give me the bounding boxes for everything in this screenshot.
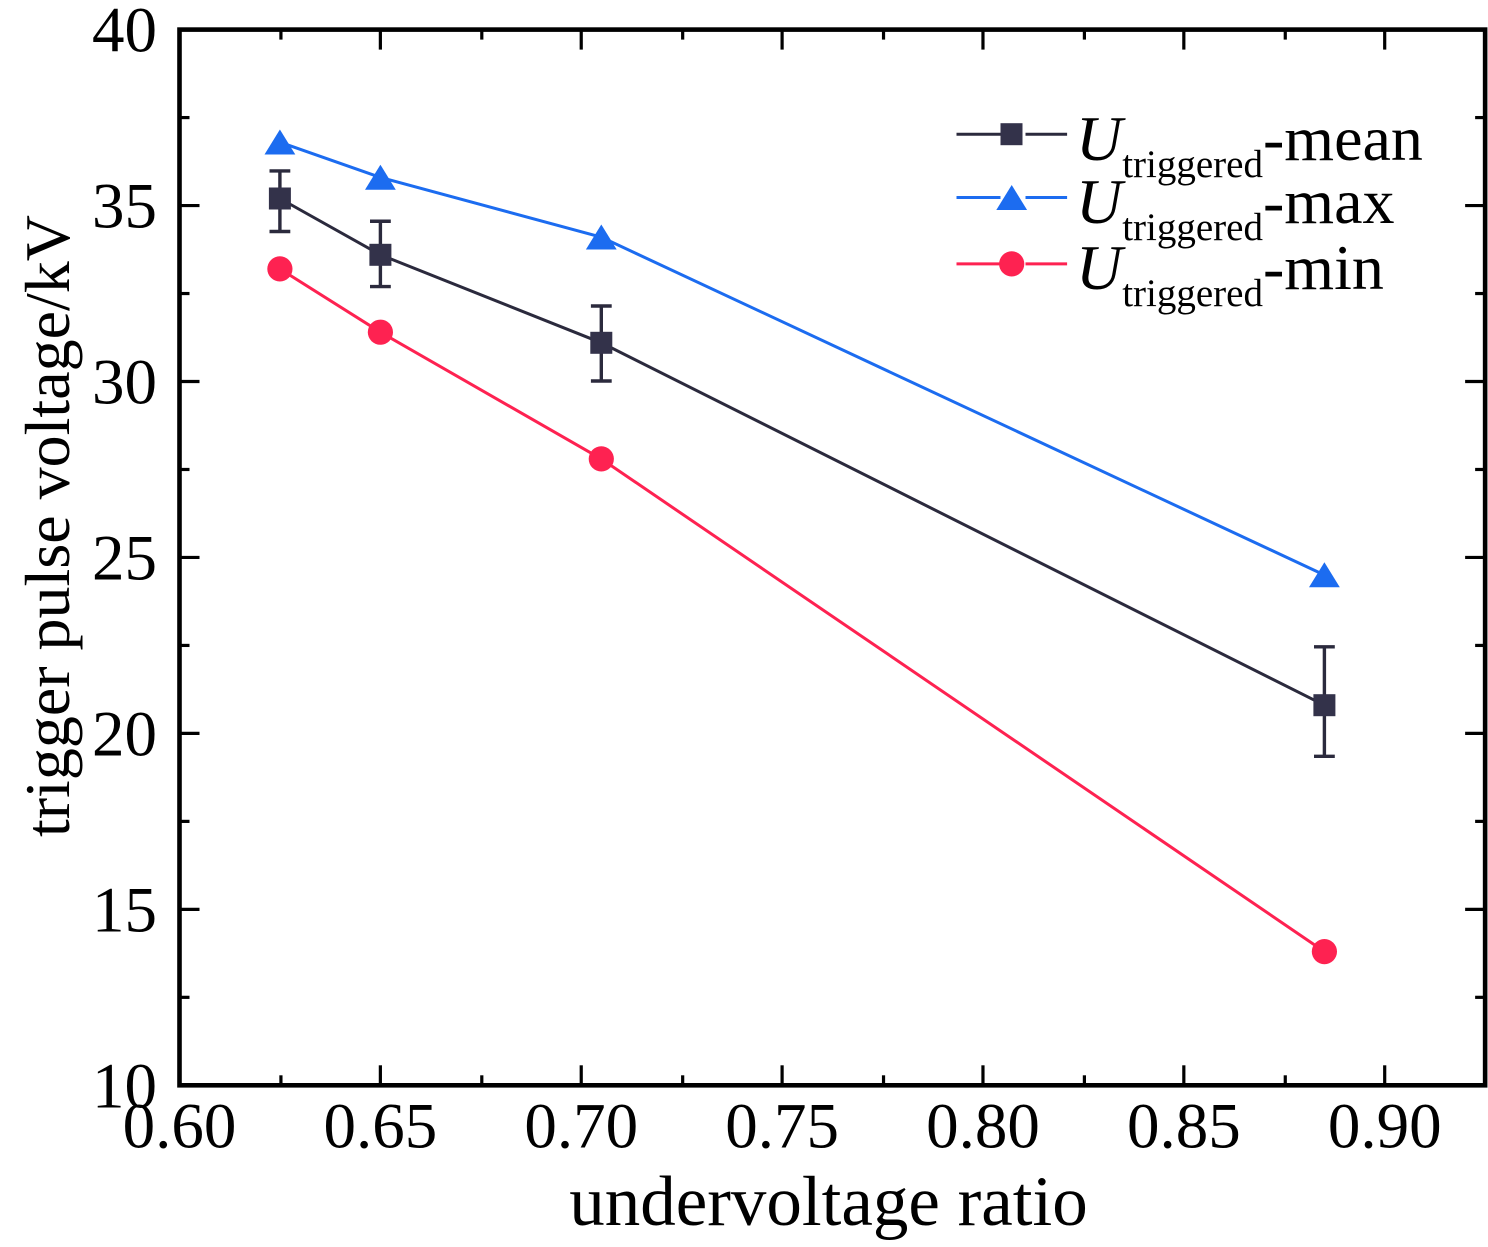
svg-text:undervoltage ratio: undervoltage ratio (569, 1163, 1088, 1241)
svg-text:20: 20 (92, 698, 157, 770)
svg-text:0.75: 0.75 (725, 1090, 839, 1162)
svg-text:35: 35 (92, 171, 157, 243)
svg-text:25: 25 (92, 522, 157, 594)
svg-text:0.70: 0.70 (524, 1090, 638, 1162)
svg-text:0.60: 0.60 (123, 1090, 237, 1162)
svg-text:0.90: 0.90 (1328, 1090, 1442, 1162)
svg-text:40: 40 (92, 0, 157, 67)
svg-text:0.80: 0.80 (926, 1090, 1040, 1162)
svg-text:0.65: 0.65 (323, 1090, 437, 1162)
svg-text:0.85: 0.85 (1127, 1090, 1241, 1162)
svg-text:15: 15 (92, 874, 157, 946)
svg-text:trigger pulse voltage/kV: trigger pulse voltage/kV (12, 215, 83, 837)
svg-text:30: 30 (92, 347, 157, 419)
